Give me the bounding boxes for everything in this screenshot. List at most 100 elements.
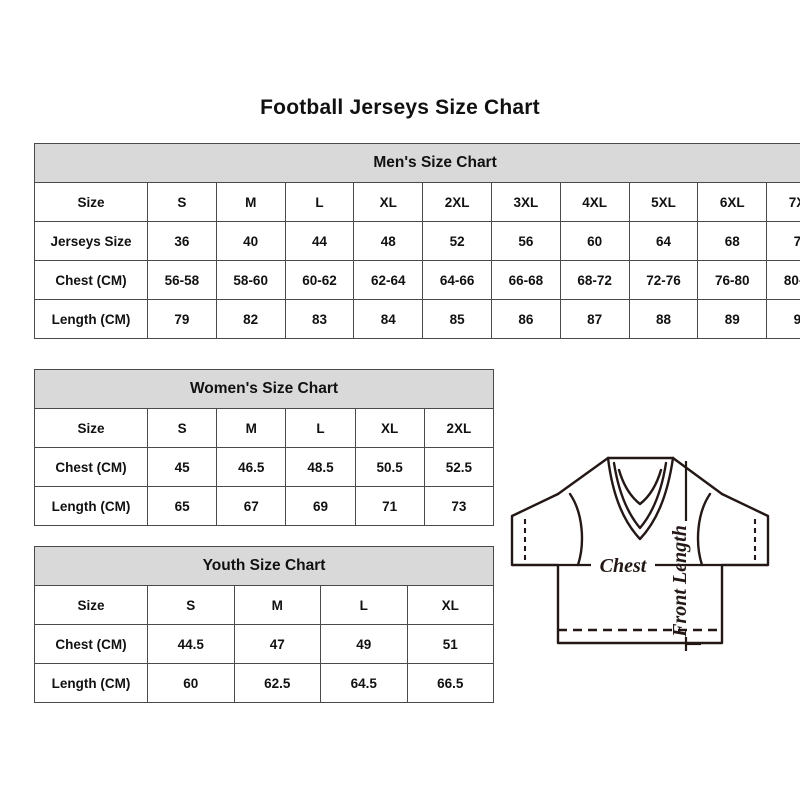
table-cell: 4XL [559, 182, 630, 222]
table-cell: M [216, 408, 287, 448]
table-cell: XL [353, 182, 424, 222]
table-cell: 64 [628, 221, 699, 261]
table-cell: 66.5 [406, 663, 495, 703]
table-cell: 67 [216, 486, 287, 526]
table-row: Chest (CM) 44.5 47 49 51 [34, 624, 495, 664]
table-cell: 86 [490, 299, 561, 339]
table-row: Length (CM) 60 62.5 64.5 66.5 [34, 663, 495, 703]
front-length-measure-line [684, 461, 701, 651]
table-cell: L [285, 408, 356, 448]
table-cell: 2XL [423, 408, 494, 448]
table-cell: 56 [490, 221, 561, 261]
table-cell: 6XL [697, 182, 768, 222]
row-label-size: Size [34, 408, 148, 448]
youth-size-table: Youth Size Chart Size S M L XL Chest (CM… [33, 546, 495, 703]
table-title-row: Men's Size Chart [33, 143, 800, 183]
table-cell: 76-80 [697, 260, 768, 300]
jersey-measurement-diagram: Chest Front Length [495, 403, 785, 693]
table-cell: 40 [215, 221, 286, 261]
table-cell: 51 [406, 624, 495, 664]
table-cell: XL [406, 585, 495, 625]
table-cell: 88 [628, 299, 699, 339]
table-cell: 87 [559, 299, 630, 339]
table-cell: 49 [320, 624, 408, 664]
table-cell: 72-76 [628, 260, 699, 300]
table-cell: 73 [423, 486, 494, 526]
table-cell: 52 [422, 221, 492, 261]
row-label-chest: Chest (CM) [34, 447, 148, 487]
table-cell: 46.5 [216, 447, 287, 487]
table-row: Chest (CM) 45 46.5 48.5 50.5 52.5 [34, 447, 494, 487]
table-row: Size S M L XL [34, 585, 495, 625]
table-cell: 65 [146, 486, 218, 526]
row-label-length: Length (CM) [34, 299, 148, 339]
mens-table-title: Men's Size Chart [33, 143, 800, 183]
table-title-row: Youth Size Chart [33, 546, 495, 586]
table-row: Size S M L XL 2XL 3XL 4XL 5XL 6XL 7XL [34, 182, 800, 222]
table-cell: M [233, 585, 321, 625]
table-cell: 56-58 [147, 260, 217, 300]
table-cell: S [147, 182, 217, 222]
table-row: Jerseys Size 36 40 44 48 52 56 60 64 68 … [34, 221, 800, 261]
table-cell: 3XL [490, 182, 561, 222]
row-label-size: Size [34, 585, 148, 625]
table-cell: XL [354, 408, 425, 448]
table-cell: 44.5 [147, 624, 235, 664]
table-cell: 62-64 [353, 260, 424, 300]
table-cell: 80-84 [766, 260, 800, 300]
womens-size-table: Women's Size Chart Size S M L XL 2XL Che… [34, 369, 494, 526]
table-cell: 84 [353, 299, 424, 339]
table-cell: M [215, 182, 286, 222]
row-label-length: Length (CM) [34, 486, 148, 526]
table-cell: S [146, 408, 218, 448]
table-row: Length (CM) 79 82 83 84 85 86 87 88 89 9… [34, 299, 800, 339]
row-label-chest: Chest (CM) [34, 624, 148, 664]
table-cell: 66-68 [490, 260, 561, 300]
womens-table-title: Women's Size Chart [34, 369, 494, 409]
table-cell: 2XL [422, 182, 492, 222]
row-label-length: Length (CM) [34, 663, 148, 703]
table-cell: 5XL [628, 182, 699, 222]
table-cell: S [147, 585, 235, 625]
table-cell: 62.5 [233, 663, 321, 703]
row-label-size: Size [34, 182, 148, 222]
table-cell: 48.5 [285, 447, 356, 487]
table-cell: 64-66 [422, 260, 492, 300]
mens-size-table: Men's Size Chart Size S M L XL 2XL 3XL 4… [33, 143, 800, 339]
table-cell: 60-62 [284, 260, 355, 300]
table-row: Size S M L XL 2XL [34, 408, 494, 448]
table-cell: L [284, 182, 355, 222]
table-cell: 68 [697, 221, 768, 261]
table-cell: 44 [284, 221, 355, 261]
table-row: Length (CM) 65 67 69 71 73 [34, 486, 494, 526]
front-length-label: Front Length [669, 525, 691, 638]
table-cell: 7XL [766, 182, 800, 222]
table-cell: 64.5 [320, 663, 408, 703]
jersey-outline-icon [510, 456, 770, 645]
table-title-row: Women's Size Chart [34, 369, 494, 409]
table-cell: 47 [233, 624, 321, 664]
table-cell: 85 [422, 299, 492, 339]
table-cell: 79 [147, 299, 217, 339]
table-row: Chest (CM) 56-58 58-60 60-62 62-64 64-66… [34, 260, 800, 300]
table-cell: 60 [559, 221, 630, 261]
sleeve-cuff-dash [523, 519, 757, 565]
table-cell: 58-60 [215, 260, 286, 300]
table-cell: 72 [766, 221, 800, 261]
table-cell: 68-72 [559, 260, 630, 300]
table-cell: 71 [354, 486, 425, 526]
row-label-chest: Chest (CM) [34, 260, 148, 300]
table-cell: 50.5 [354, 447, 425, 487]
table-cell: 52.5 [423, 447, 494, 487]
table-cell: 69 [285, 486, 356, 526]
table-cell: 36 [147, 221, 217, 261]
table-cell: 90 [766, 299, 800, 339]
table-cell: L [320, 585, 408, 625]
table-cell: 89 [697, 299, 768, 339]
row-label-jerseys-size: Jerseys Size [34, 221, 148, 261]
youth-table-title: Youth Size Chart [33, 546, 495, 586]
table-cell: 60 [147, 663, 235, 703]
table-cell: 45 [146, 447, 218, 487]
chest-label: Chest [600, 555, 648, 577]
table-cell: 48 [353, 221, 424, 261]
